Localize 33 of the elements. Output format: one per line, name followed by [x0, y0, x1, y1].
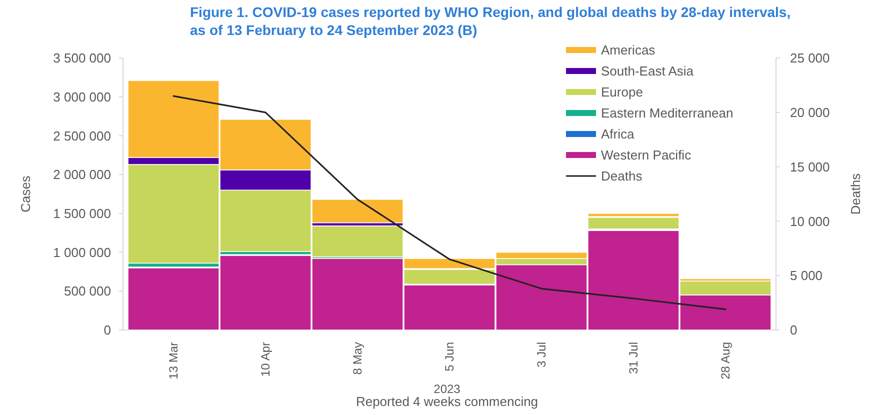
legend-label: Europe [601, 84, 643, 100]
x-tick-label: 3 Jul [534, 342, 549, 368]
y-tick-label: 1 500 000 [53, 206, 111, 221]
legend-label: Deaths [601, 168, 643, 184]
y2-tick-label: 5 000 [790, 268, 823, 284]
y2-tick-label: 25 000 [790, 50, 830, 66]
x-tick-label: 13 Mar [166, 342, 181, 380]
y-tick-label: 2 500 000 [53, 128, 111, 144]
x-axis-title: Reported 4 weeks commencing [356, 394, 538, 409]
y-tick-label: 3 000 000 [53, 89, 111, 104]
chart-title: Figure 1. COVID-19 cases reported by WHO Region, and global deaths by 28-day intervals, as of 13 February to 24 September 2023 (B) [190, 4, 791, 38]
y2-axis-title: Deaths [848, 172, 863, 215]
legend-label: Americas [601, 42, 656, 58]
y-tick-label: 2 000 000 [53, 167, 111, 182]
text: 2023 [434, 382, 461, 396]
y2-tick-label: 20 000 [790, 104, 830, 120]
legend-label: Africa [601, 126, 635, 142]
legend-label: South-East Asia [601, 64, 694, 79]
y2-tick-label: 0 [790, 322, 798, 338]
y-tick-label: 500 000 [64, 284, 111, 299]
x-tick-label: 28 Aug [718, 342, 733, 380]
y-tick-label: 0 [104, 322, 111, 338]
y2-tick-label: 15 000 [790, 159, 830, 174]
legend-label: Western Pacific [601, 148, 692, 163]
y-axis-title: Cases [18, 175, 33, 212]
x-tick-label: 31 Jul [626, 342, 641, 374]
y2-tick-label: 10 000 [790, 214, 830, 229]
x-tick-label: 10 Apr [258, 342, 273, 377]
y-tick-label: 1 000 000 [53, 244, 111, 260]
x-tick-label: 8 May [350, 342, 365, 375]
y-tick-label: 3 500 000 [53, 50, 111, 66]
x-tick-label: 5 Jun [442, 342, 457, 372]
legend-label: Eastern Mediterranean [601, 106, 734, 121]
